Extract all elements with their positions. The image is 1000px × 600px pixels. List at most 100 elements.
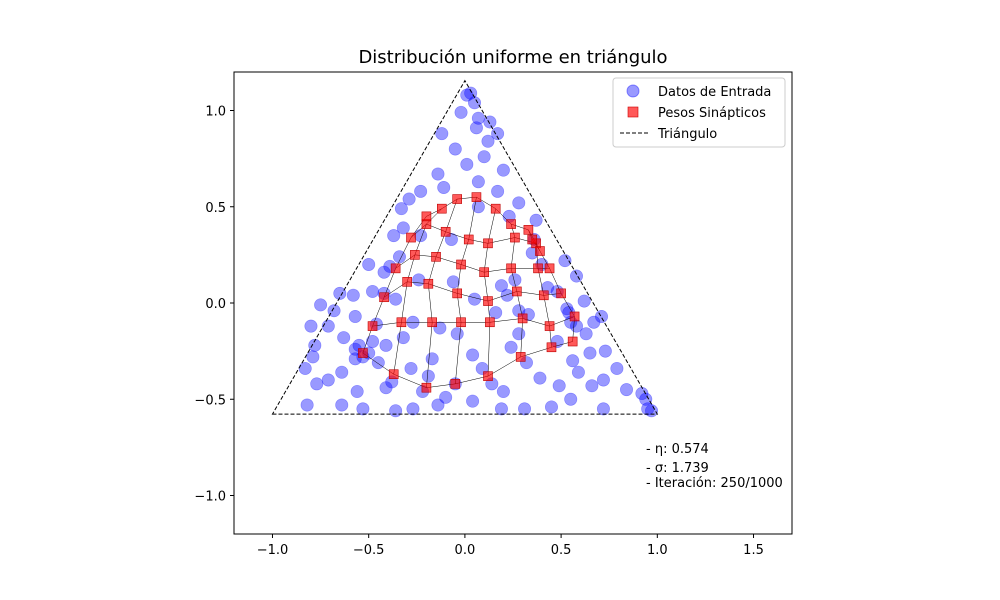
weight-mesh-edge [483,272,489,302]
input-data-point [610,361,624,375]
input-data-point [491,127,505,141]
synaptic-weight-point [510,232,520,243]
annotation-iteration: - Iteración: 250/1000 [646,476,783,491]
input-data-point [321,373,335,387]
input-data-point [346,288,360,302]
synaptic-weight-point [506,219,516,229]
weight-mesh-edge [543,295,550,327]
input-data-point [387,229,401,243]
legend-circle-marker [626,84,640,98]
input-data-point [496,385,510,399]
legend-box [612,77,786,148]
input-data-point [483,115,497,129]
input-data-point [552,379,566,393]
input-data-point [595,309,609,323]
input-data-point [298,361,312,375]
plot-area [271,79,659,418]
input-data-point [406,402,420,416]
weight-mesh-edge [426,383,456,388]
weight-mesh-edge [457,293,489,302]
input-data-point [587,315,601,329]
synaptic-weight-point [421,211,432,222]
weight-mesh-edge [383,268,396,298]
weight-mesh-edge [483,243,489,273]
input-data-point [377,265,391,279]
synaptic-weight-point [556,288,566,299]
input-data-point [489,306,503,320]
input-data-point [431,167,445,181]
synaptic-weight-point [421,382,432,393]
weight-mesh-edge [362,352,394,375]
input-data-point [389,292,403,306]
weight-mesh-edge [520,347,552,358]
input-data-point [362,257,376,271]
synaptic-weight-point [517,313,528,324]
x-tick-label: 1.5 [743,543,764,558]
input-data-point [404,361,418,375]
input-data-point [412,273,426,287]
legend-label-weights: Pesos Sinápticos [658,106,766,121]
weight-mesh-edge [456,264,462,294]
synaptic-weight-point [452,194,463,204]
input-data-point [477,150,491,164]
weight-mesh-edge [428,283,458,294]
synaptic-weight-point [390,263,401,274]
input-data-point [494,279,508,293]
input-data-point [583,346,597,360]
input-data-point [350,385,364,399]
synaptic-weight-point [527,234,538,245]
weight-mesh-edge [393,373,427,388]
synaptic-weight-point [388,369,399,380]
input-data-point [366,284,380,298]
input-data-point [335,398,349,412]
input-data-point [421,369,435,383]
y-tick-label: 0.5 [205,201,226,216]
legend-label-triangle: Triángulo [657,127,717,142]
annotation-eta: - η: 0.574 [646,442,709,457]
legend: Datos de Entrada Pesos Sinápticos Triáng… [612,77,786,148]
input-data-point [512,196,526,210]
synaptic-weight-point [431,252,441,262]
synaptic-weight-point [538,290,549,301]
input-data-point [435,127,449,141]
weight-mesh-edge [455,375,489,385]
input-data-point [394,202,408,216]
weight-mesh-edge [487,322,491,377]
legend-square-marker [627,106,639,118]
input-data-point [337,331,351,345]
input-data-point [306,350,320,364]
input-data-point [596,373,610,387]
synaptic-weight-point [450,379,461,389]
input-data-point [566,354,580,368]
input-data-point [439,390,453,404]
input-data-point [579,327,593,341]
weight-mesh-edge [393,322,402,375]
synaptic-weight-point [515,352,526,362]
synaptic-weight-point [483,296,493,306]
input-data-point [466,348,480,362]
input-data-point [496,163,510,177]
y-tick-label: 0.0 [205,297,226,312]
weight-mesh-edge [489,318,523,323]
synaptic-weight-point [379,292,389,303]
synaptic-weight-point [485,317,495,328]
input-data-point [468,96,482,110]
input-data-point [564,392,578,406]
annotation-sigma: - σ: 1.739 [646,461,709,476]
input-data-point [402,192,416,206]
axes: −1.0 −0.5 0.0 0.5 1.0 1.5 −1.0 −0.5 0.0 0.5 1.0 [194,105,763,559]
weight-mesh-edge [487,291,517,302]
synaptic-weight-point [367,321,378,331]
input-data-point [314,298,328,312]
input-data-point [596,402,610,416]
input-data-point [371,356,385,370]
synaptic-weight-point [423,278,434,289]
x-tick-label: −1.0 [257,543,289,558]
input-data-point [569,269,583,283]
synaptic-weight-point [483,371,493,381]
input-data-point [460,157,474,171]
weight-mesh-edge [487,208,496,244]
input-data-point [469,121,483,135]
synaptic-weight-point [479,267,489,278]
x-tick-label: 1.0 [647,543,668,558]
